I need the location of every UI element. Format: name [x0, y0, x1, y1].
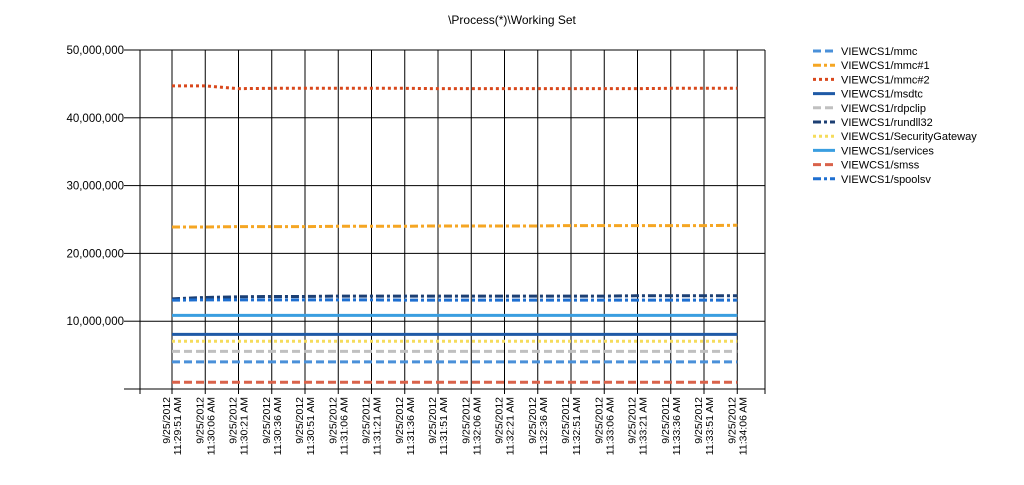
y-tick-label: 40,000,000 — [66, 113, 124, 125]
y-tick-label: 50,000,000 — [66, 45, 124, 57]
legend-label: VIEWCS1/msdtc — [841, 89, 923, 101]
legend-label: VIEWCS1/rdpclip — [841, 103, 926, 115]
chart-title: \Process(*)\Working Set — [0, 13, 1024, 27]
legend-label: VIEWCS1/mmc — [841, 46, 918, 58]
x-tick-label: 9/25/201211:30:36 AM — [261, 397, 284, 455]
x-tick-label: 9/25/201211:31:51 AM — [427, 397, 450, 455]
x-tick-label: 9/25/201211:31:21 AM — [361, 397, 384, 455]
x-tick-label: 9/25/201211:33:36 AM — [660, 397, 683, 455]
legend-label: VIEWCS1/mmc#1 — [841, 60, 930, 72]
x-tick-label: 9/25/201211:30:06 AM — [194, 397, 217, 455]
legend-label: VIEWCS1/SecurityGateway — [841, 131, 977, 143]
x-tick-label: 9/25/201211:31:06 AM — [327, 397, 350, 455]
x-tick-label: 9/25/201211:32:36 AM — [527, 397, 550, 455]
series-line-viewcs1-rundll32 — [172, 296, 737, 299]
legend-label: VIEWCS1/rundll32 — [841, 117, 933, 129]
x-tick-label: 9/25/201211:32:21 AM — [494, 397, 517, 455]
y-tick-label: 10,000,000 — [66, 316, 124, 328]
x-tick-label: 9/25/201211:33:06 AM — [593, 397, 616, 455]
x-tick-label: 9/25/201211:33:21 AM — [627, 397, 650, 455]
x-tick-label: 9/25/201211:34:06 AM — [726, 397, 749, 455]
legend-label: VIEWCS1/smss — [841, 160, 920, 172]
y-tick-label: 20,000,000 — [66, 248, 124, 260]
x-tick-label: 9/25/201211:30:21 AM — [228, 397, 251, 455]
series-line-viewcs1-mmc-1 — [172, 225, 737, 227]
x-tick-label: 9/25/201211:32:06 AM — [460, 397, 483, 455]
x-tick-label: 9/25/201211:31:36 AM — [394, 397, 417, 455]
legend-label: VIEWCS1/mmc#2 — [841, 74, 930, 86]
y-tick-label: 30,000,000 — [66, 181, 124, 193]
x-tick-label: 9/25/201211:33:51 AM — [693, 397, 716, 455]
x-tick-label: 9/25/201211:32:51 AM — [560, 397, 583, 455]
x-tick-label: 9/25/201211:29:51 AM — [161, 397, 184, 455]
x-tick-label: 9/25/201211:30:51 AM — [294, 397, 317, 455]
legend-label: VIEWCS1/services — [841, 145, 934, 157]
legend-label: VIEWCS1/spoolsv — [841, 174, 931, 186]
series-line-viewcs1-mmc-2 — [172, 86, 737, 89]
